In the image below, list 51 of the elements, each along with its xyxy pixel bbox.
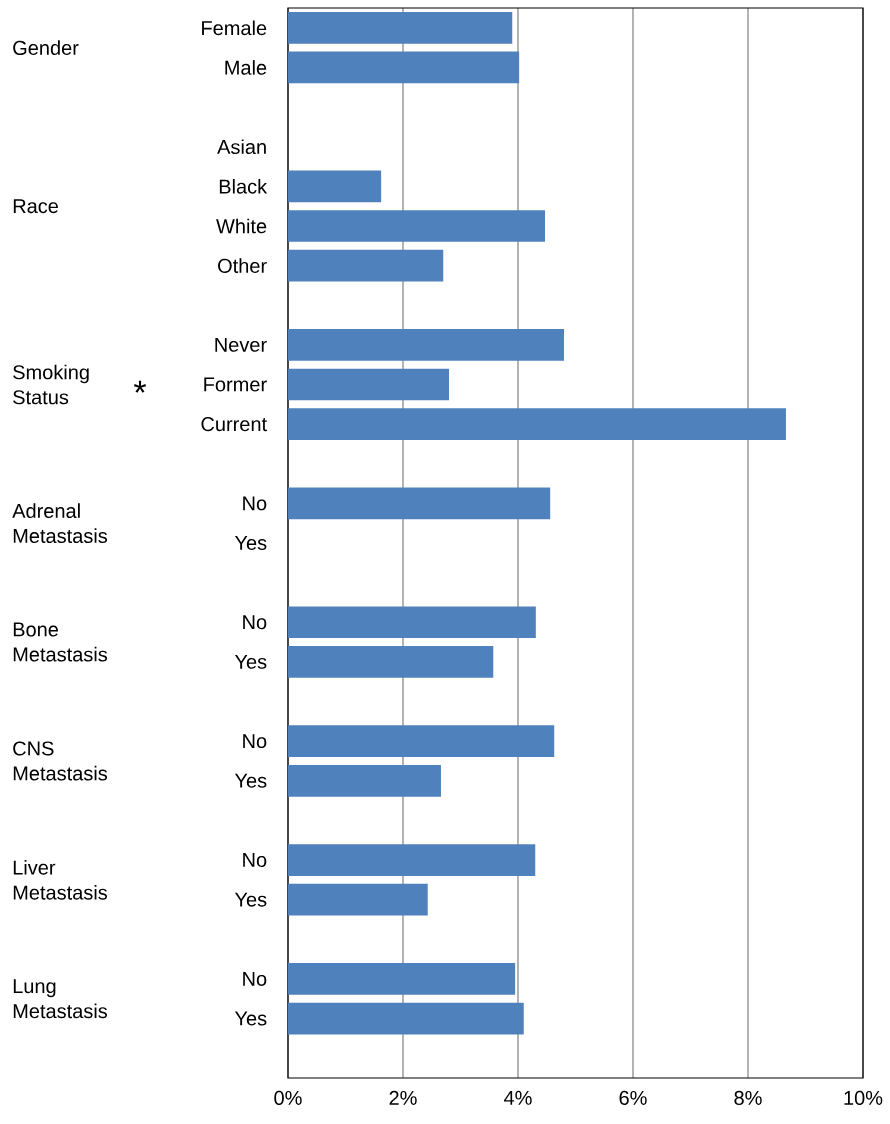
bar [287, 329, 564, 361]
bar [287, 11, 513, 44]
text: Lung Metastasis [13, 979, 108, 1019]
y-tick-label: No [243, 971, 267, 986]
bar [287, 487, 551, 520]
x-tick-label: 8% [734, 1090, 762, 1106]
bar [287, 408, 786, 440]
y-tick-label: Yes [234, 654, 267, 669]
bar [287, 368, 449, 401]
y-tick-label: No [243, 734, 267, 749]
y-tick-label: Female [202, 20, 267, 36]
y-tick-label: Yes [234, 773, 267, 788]
y-tick-label: Black [219, 179, 268, 194]
bar [287, 844, 536, 876]
bar [287, 646, 494, 678]
text: Smoking Status [13, 364, 89, 405]
bar [287, 606, 536, 639]
y-tick-label: Yes [234, 1011, 267, 1026]
y-tick-label: Yes [234, 536, 267, 550]
y-tick-label: No [243, 496, 267, 511]
y-tick-label: Former [204, 377, 267, 392]
x-tick-label: 10% [844, 1090, 883, 1106]
text: Race [13, 199, 58, 214]
text: CNS Metastasis [13, 741, 108, 781]
x-tick-label: 2% [389, 1090, 417, 1105]
text: Liver Metastasis [13, 860, 108, 900]
y-tick-label: No [243, 615, 267, 630]
y-tick-label: Male [225, 60, 267, 75]
bar [287, 210, 546, 242]
y-tick-label: White [216, 218, 267, 234]
x-tick-label: 4% [504, 1090, 532, 1105]
bar [287, 725, 555, 757]
y-tick-label: Yes [234, 892, 267, 907]
y-tick-label: Asian [217, 139, 266, 155]
bar [287, 51, 520, 84]
text: Bone Metastasis [13, 622, 108, 662]
bar [287, 883, 428, 916]
bar [287, 963, 516, 995]
text: Adrenal Metastasis [12, 503, 108, 544]
x-tick-label: 0% [274, 1090, 302, 1106]
bar [287, 1002, 524, 1035]
text: * [133, 380, 147, 393]
y-tick-label: No [243, 853, 267, 868]
x-tick-label: 6% [619, 1090, 647, 1106]
bar [287, 249, 444, 282]
y-tick-label: Other [218, 258, 267, 273]
bar [287, 170, 382, 203]
bar [287, 764, 441, 797]
text: Gender [13, 40, 79, 55]
y-tick-label: Never [215, 337, 267, 352]
y-tick-label: Current [201, 417, 267, 432]
